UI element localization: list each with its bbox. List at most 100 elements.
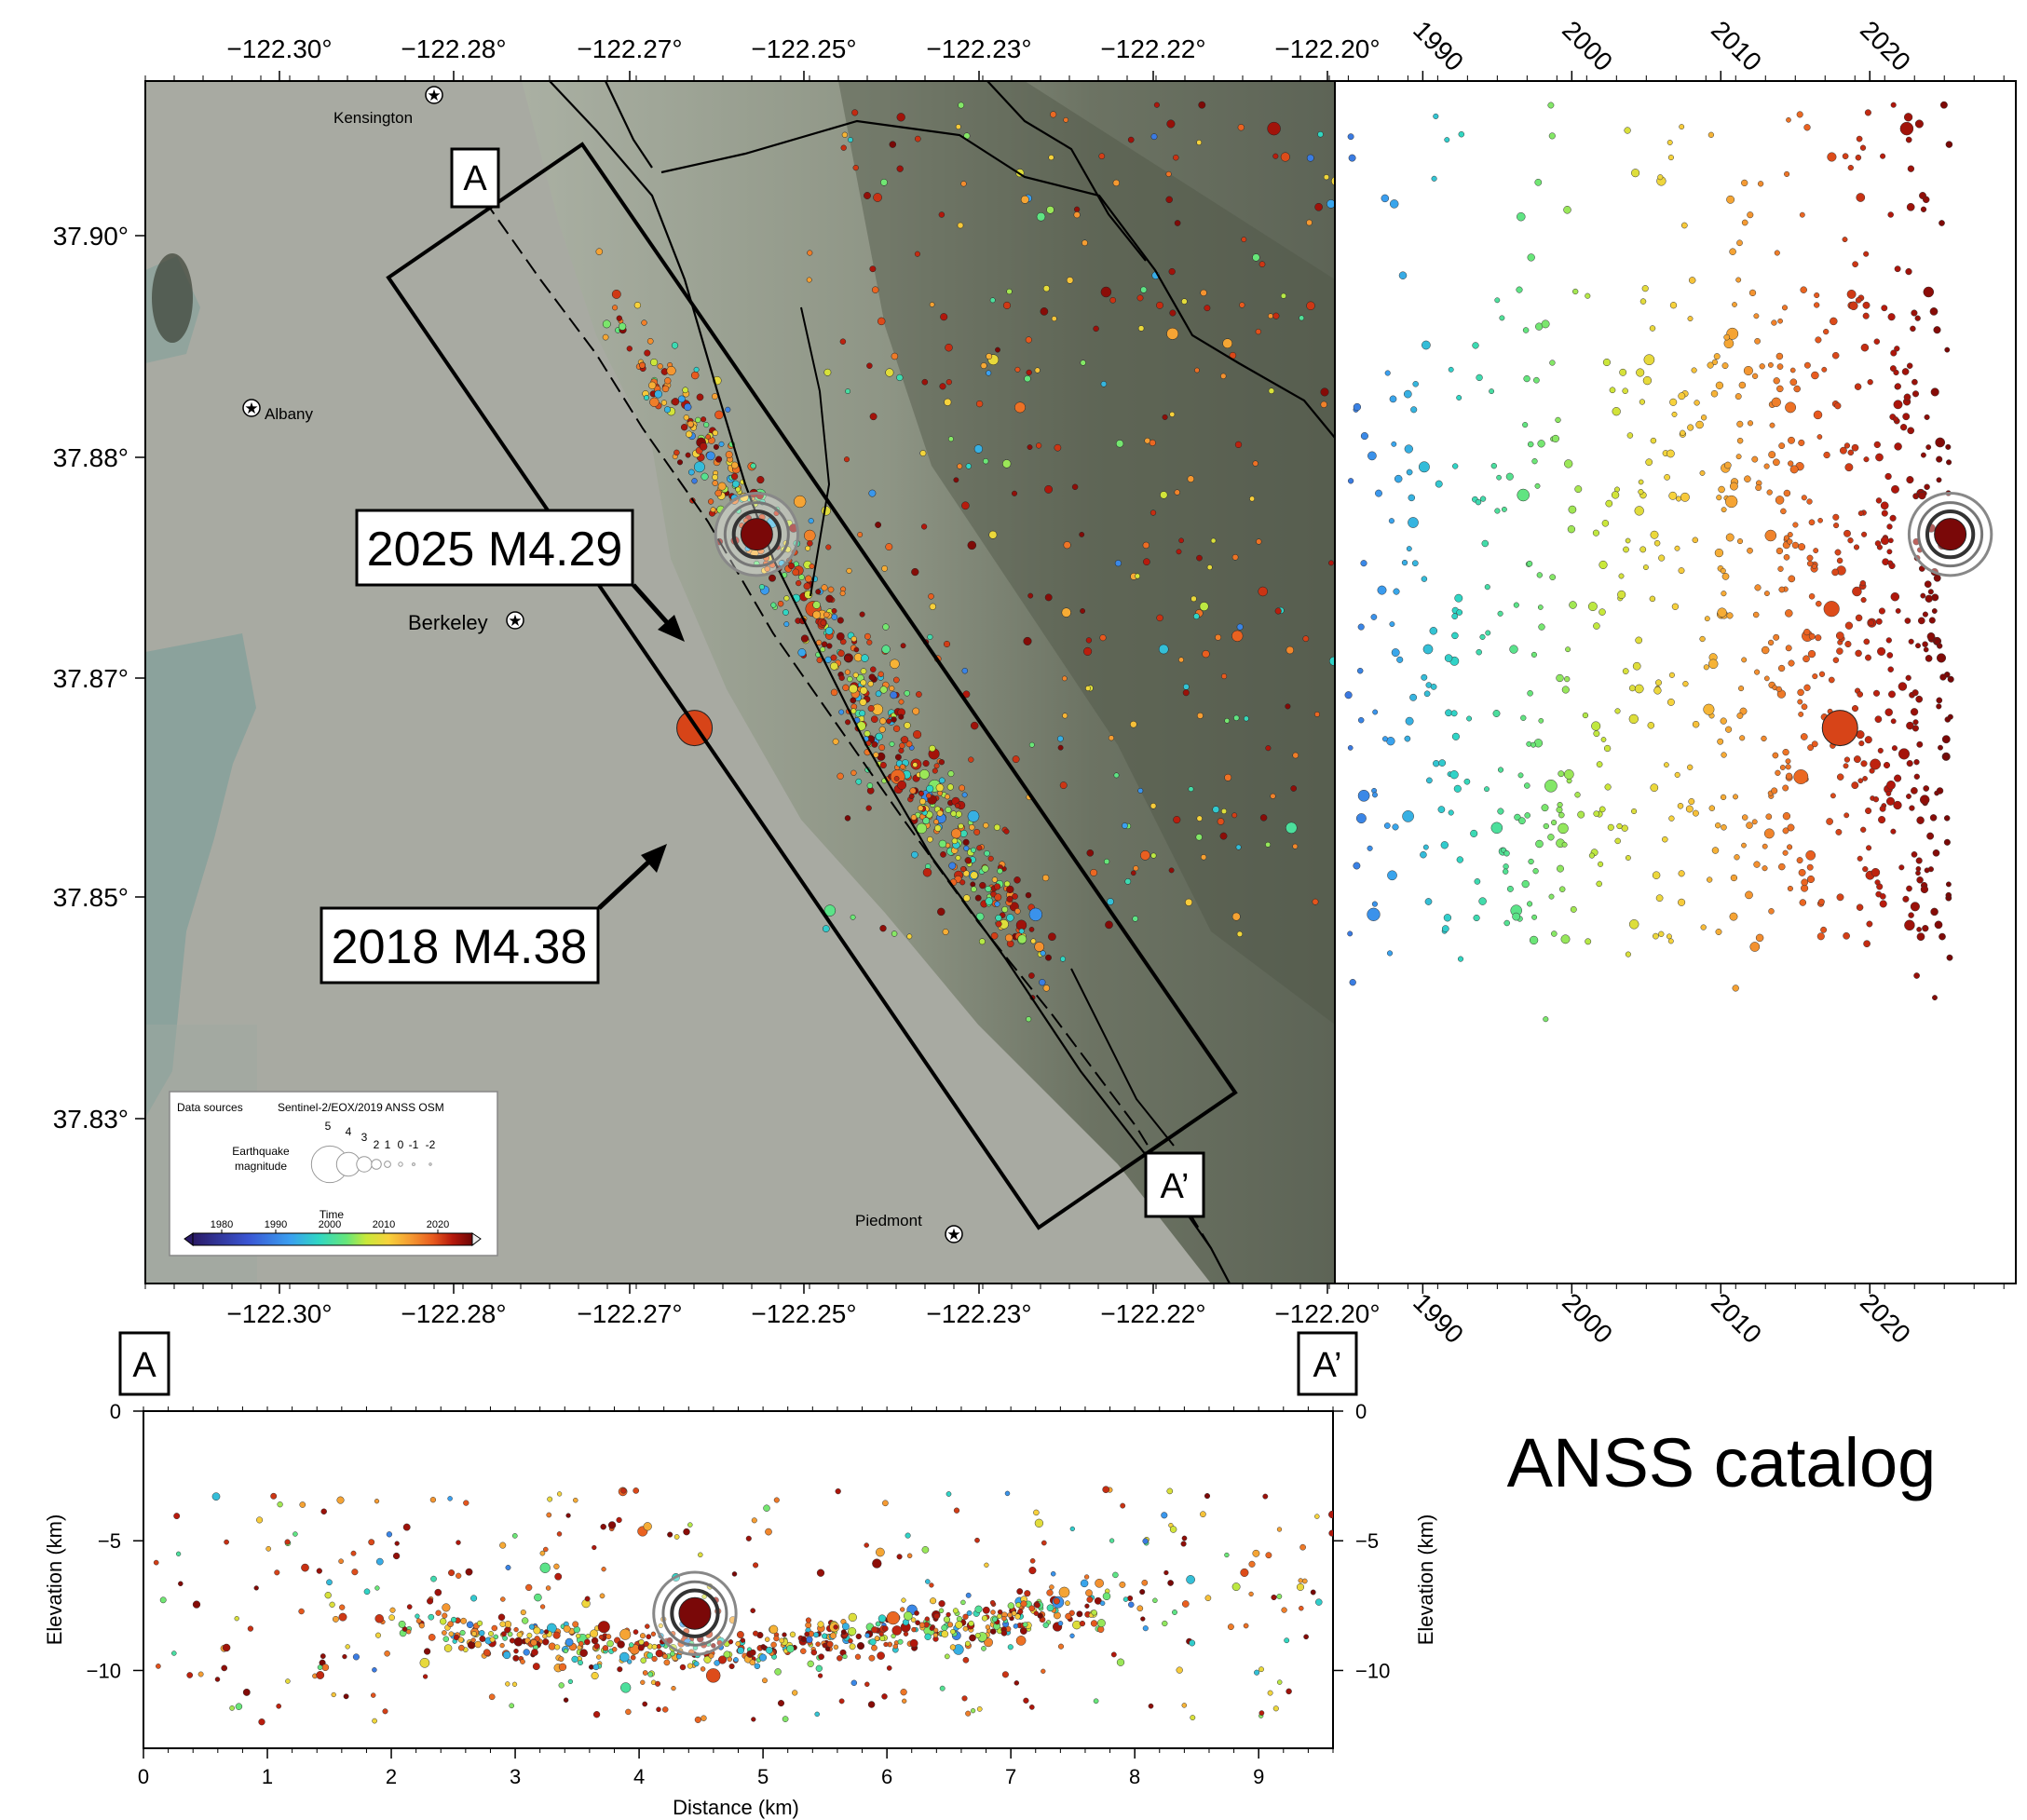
cross-section-quake-point [835, 1487, 841, 1495]
legend-magnitude-label: 1 [385, 1138, 391, 1151]
map-quake-point [939, 383, 946, 390]
event-2025-map-target [714, 491, 800, 577]
time-quake-point [1807, 744, 1815, 752]
time-quake-point [1549, 360, 1556, 366]
time-quake-point [1911, 689, 1919, 697]
time-quake-point [1782, 784, 1789, 792]
label-box [1144, 1151, 1205, 1218]
cross-section-quake-point [1248, 1560, 1256, 1568]
time-quake-point [1496, 474, 1502, 481]
time-quake-point [1497, 808, 1504, 815]
time-quake-point [1771, 397, 1781, 407]
cross-section-quake-point [683, 1528, 690, 1536]
time-quake-point [1843, 529, 1851, 537]
cross-section-quake-point [1080, 1579, 1089, 1588]
time-quake-point [1456, 609, 1463, 616]
map-quake-point [1312, 898, 1319, 905]
cross-section-quake-point [447, 1496, 453, 1501]
cross-section-quake-point [1328, 1529, 1333, 1537]
time-quake-point [1785, 609, 1793, 618]
map-quake-point [945, 794, 950, 800]
map-quake-point [1286, 645, 1295, 655]
star-glyph: ★ [508, 612, 522, 630]
time-quake-point [1494, 508, 1501, 514]
map-quake-point [1249, 496, 1256, 502]
legend-sources-text: Sentinel-2/EOX/2019 ANSS OSM [278, 1101, 444, 1114]
time-quake-point [1789, 465, 1799, 474]
time-quake-point [1835, 632, 1844, 640]
cross-section-quake-point [974, 1537, 980, 1543]
time-quake-point [1357, 716, 1365, 724]
fault-branch-mid [800, 306, 831, 597]
time-quake-point [1524, 812, 1530, 819]
time-quake-point [1898, 748, 1911, 760]
time-quake-point [1735, 393, 1742, 401]
time-quake-point [1862, 776, 1868, 781]
map-quake-point [758, 584, 765, 591]
map-quake-point [976, 845, 983, 851]
map-quake-point [875, 522, 882, 528]
time-quake-point [1936, 787, 1944, 795]
map-quake-point [626, 346, 633, 352]
time-quake-point [1721, 573, 1730, 580]
time-quake-point [1916, 927, 1922, 932]
map-quake-point [1085, 686, 1091, 691]
cross-section-quake-point [567, 1678, 574, 1685]
cross-section-quake-point [599, 1593, 605, 1599]
cross-section-quake-point [662, 1653, 668, 1660]
cross-section-quake-point [1189, 1639, 1196, 1647]
colorbar-tick-label: 1980 [211, 1219, 233, 1230]
cross-section-quake-point [758, 1653, 768, 1662]
map-quake-point [860, 668, 867, 674]
time-quake-point [1398, 271, 1408, 279]
cross-section-quake-point [856, 1642, 865, 1650]
cross-section-quake-point [1163, 1569, 1169, 1576]
map-quake-point [960, 181, 967, 187]
map-quake-point [926, 793, 932, 799]
cross-section-quake-point [479, 1636, 486, 1642]
time-quake-point [1695, 420, 1704, 429]
time-quake-point [1800, 286, 1807, 293]
cross-section-quake-point [565, 1637, 574, 1647]
cross-section-quake-point [1085, 1589, 1093, 1597]
cross-section-quake-point [339, 1604, 346, 1610]
map-quake-point [1174, 489, 1180, 496]
time-quake-point [1466, 715, 1473, 722]
map-quake-point [1150, 803, 1157, 809]
cross-section-quake-point [1102, 1486, 1110, 1494]
time-quake-point [1905, 136, 1912, 143]
cross-section-quake-point [932, 1632, 939, 1638]
legend-mag-label-2: magnitude [235, 1160, 287, 1173]
cross-section-quake-point [415, 1618, 422, 1624]
cross-section-quake-point [727, 1656, 733, 1663]
time-quake-point [1814, 292, 1820, 299]
map-quake-point [1268, 387, 1275, 394]
time-quake-point [1678, 870, 1685, 877]
time-quake-point [1479, 496, 1487, 502]
map-quake-point [713, 443, 719, 450]
time-quake-point [1836, 647, 1843, 655]
time-quake-point [1864, 109, 1871, 116]
map-quake-point [611, 289, 621, 299]
map-quake-point [803, 582, 811, 591]
time-quake-point [1638, 479, 1644, 485]
colorbar-tick-label: 2020 [427, 1219, 449, 1230]
legend-data-sources: Data sources [177, 1101, 243, 1114]
cross-section-quake-point [1102, 1592, 1111, 1601]
time-panel-frame [1334, 80, 2017, 1284]
map-quake-point [912, 762, 918, 767]
time-quake-point [1783, 489, 1791, 497]
cross-section-quake-point [1020, 1627, 1027, 1635]
map-quake-point [885, 543, 893, 551]
cross-section-quake-point [960, 1599, 966, 1606]
cross-section-quake-point [402, 1523, 411, 1531]
cross-section-quake-point [363, 1588, 371, 1596]
time-quake-point [1808, 632, 1816, 640]
time-quake-point [1622, 668, 1629, 674]
cross-section-quake-point [368, 1539, 375, 1546]
time-quake-point [1402, 810, 1414, 822]
time-quake-point [1943, 815, 1951, 822]
cross-section-quake-point [384, 1650, 390, 1657]
callout-text: 2025 M4.29 [367, 523, 623, 577]
map-quake-point [725, 406, 731, 413]
